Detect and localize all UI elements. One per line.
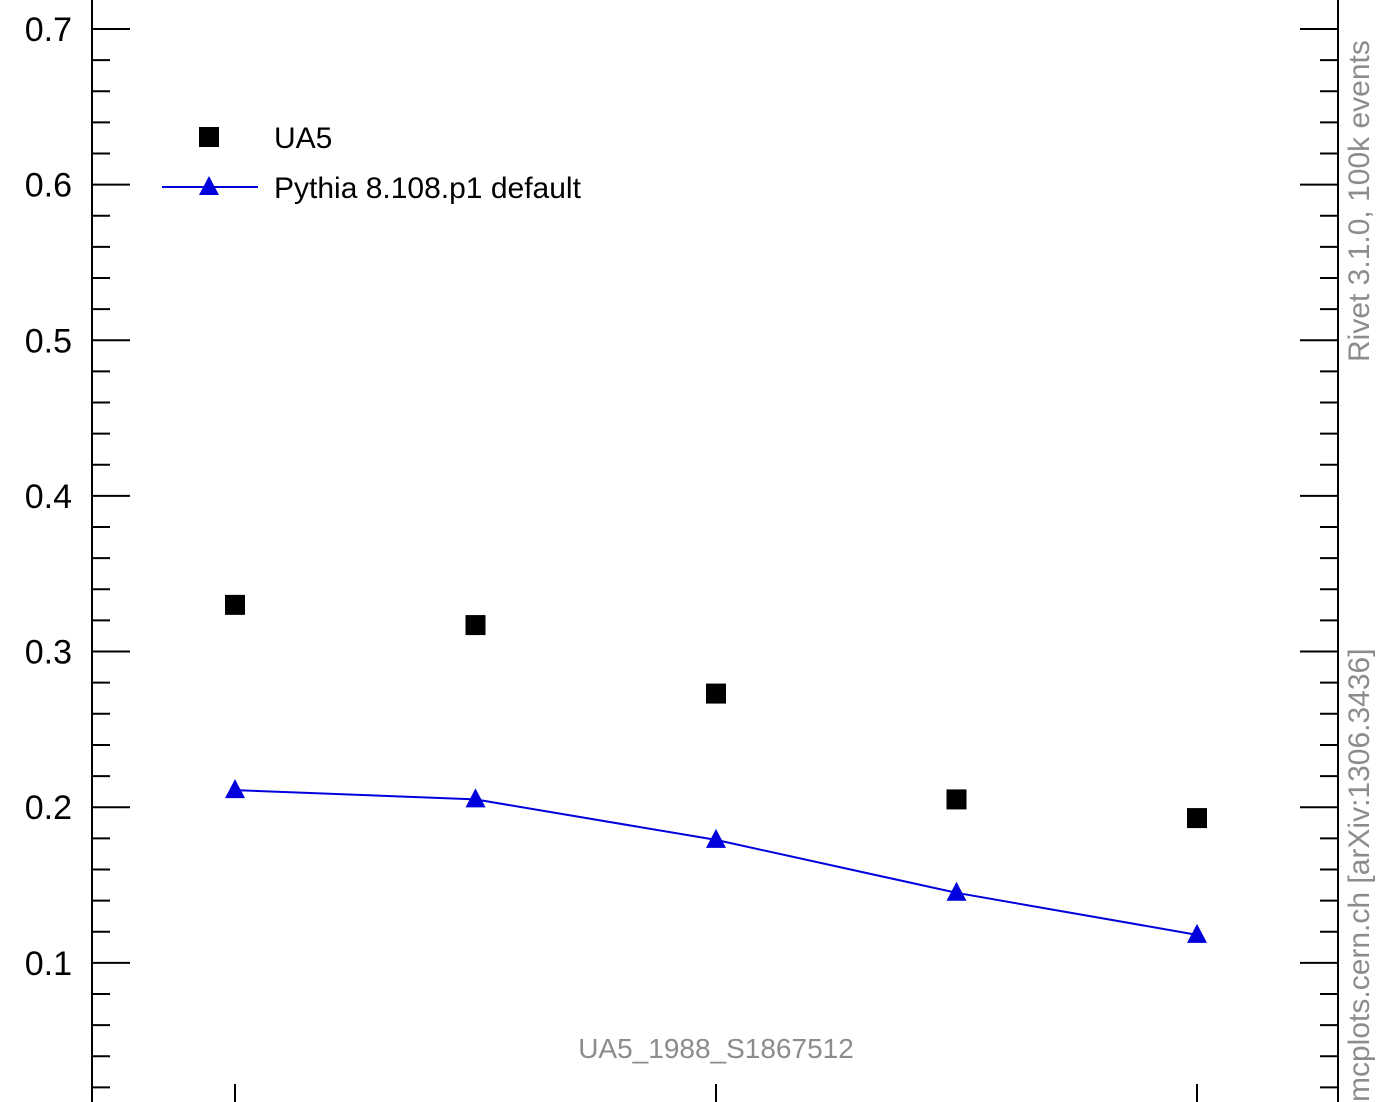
data-point <box>1187 808 1207 829</box>
data-point <box>706 828 726 848</box>
legend-label: Pythia 8.108.p1 default <box>274 172 582 205</box>
series-layer <box>225 594 1207 943</box>
x-axis <box>234 1084 1198 1102</box>
legend-label: UA5 <box>274 122 332 155</box>
legend: UA5 Pythia 8.108.p1 default <box>162 122 582 205</box>
rivet-version-label: Rivet 3.1.0, 100k events <box>1343 40 1376 362</box>
y-tick-label: 0.7 <box>25 11 72 49</box>
series-1 <box>225 594 1207 829</box>
data-point <box>946 881 967 901</box>
y-tick-label: 0.2 <box>25 789 72 827</box>
legend-entry-2: Pythia 8.108.p1 default <box>162 172 582 205</box>
analysis-annotation: UA5_1988_S1867512 <box>578 1033 854 1064</box>
data-point <box>465 615 486 636</box>
y-tick-label: 0.1 <box>25 945 72 983</box>
y-tick-label: 0.3 <box>25 634 72 672</box>
y-tick-label: 0.4 <box>25 478 72 516</box>
data-point <box>706 683 726 704</box>
data-point <box>946 789 967 810</box>
legend-marker <box>199 127 219 147</box>
series-line <box>234 789 1198 936</box>
data-point <box>225 594 245 615</box>
series-2 <box>225 779 1207 943</box>
plot-frame <box>91 0 1339 1102</box>
legend-marker <box>199 176 219 195</box>
data-point <box>225 779 245 799</box>
data-point <box>1187 923 1207 943</box>
legend-entry-1: UA5 <box>199 122 332 155</box>
mcplots-reference-label: mcplots.cern.ch [arXiv:1306.3436] <box>1343 648 1376 1102</box>
y-tick-label: 0.5 <box>25 322 72 360</box>
y-axis: 0.7 0.6 0.5 0.4 0.3 0.2 0.1 <box>25 11 1338 1089</box>
data-point <box>465 788 486 808</box>
y-tick-label: 0.6 <box>25 167 72 205</box>
